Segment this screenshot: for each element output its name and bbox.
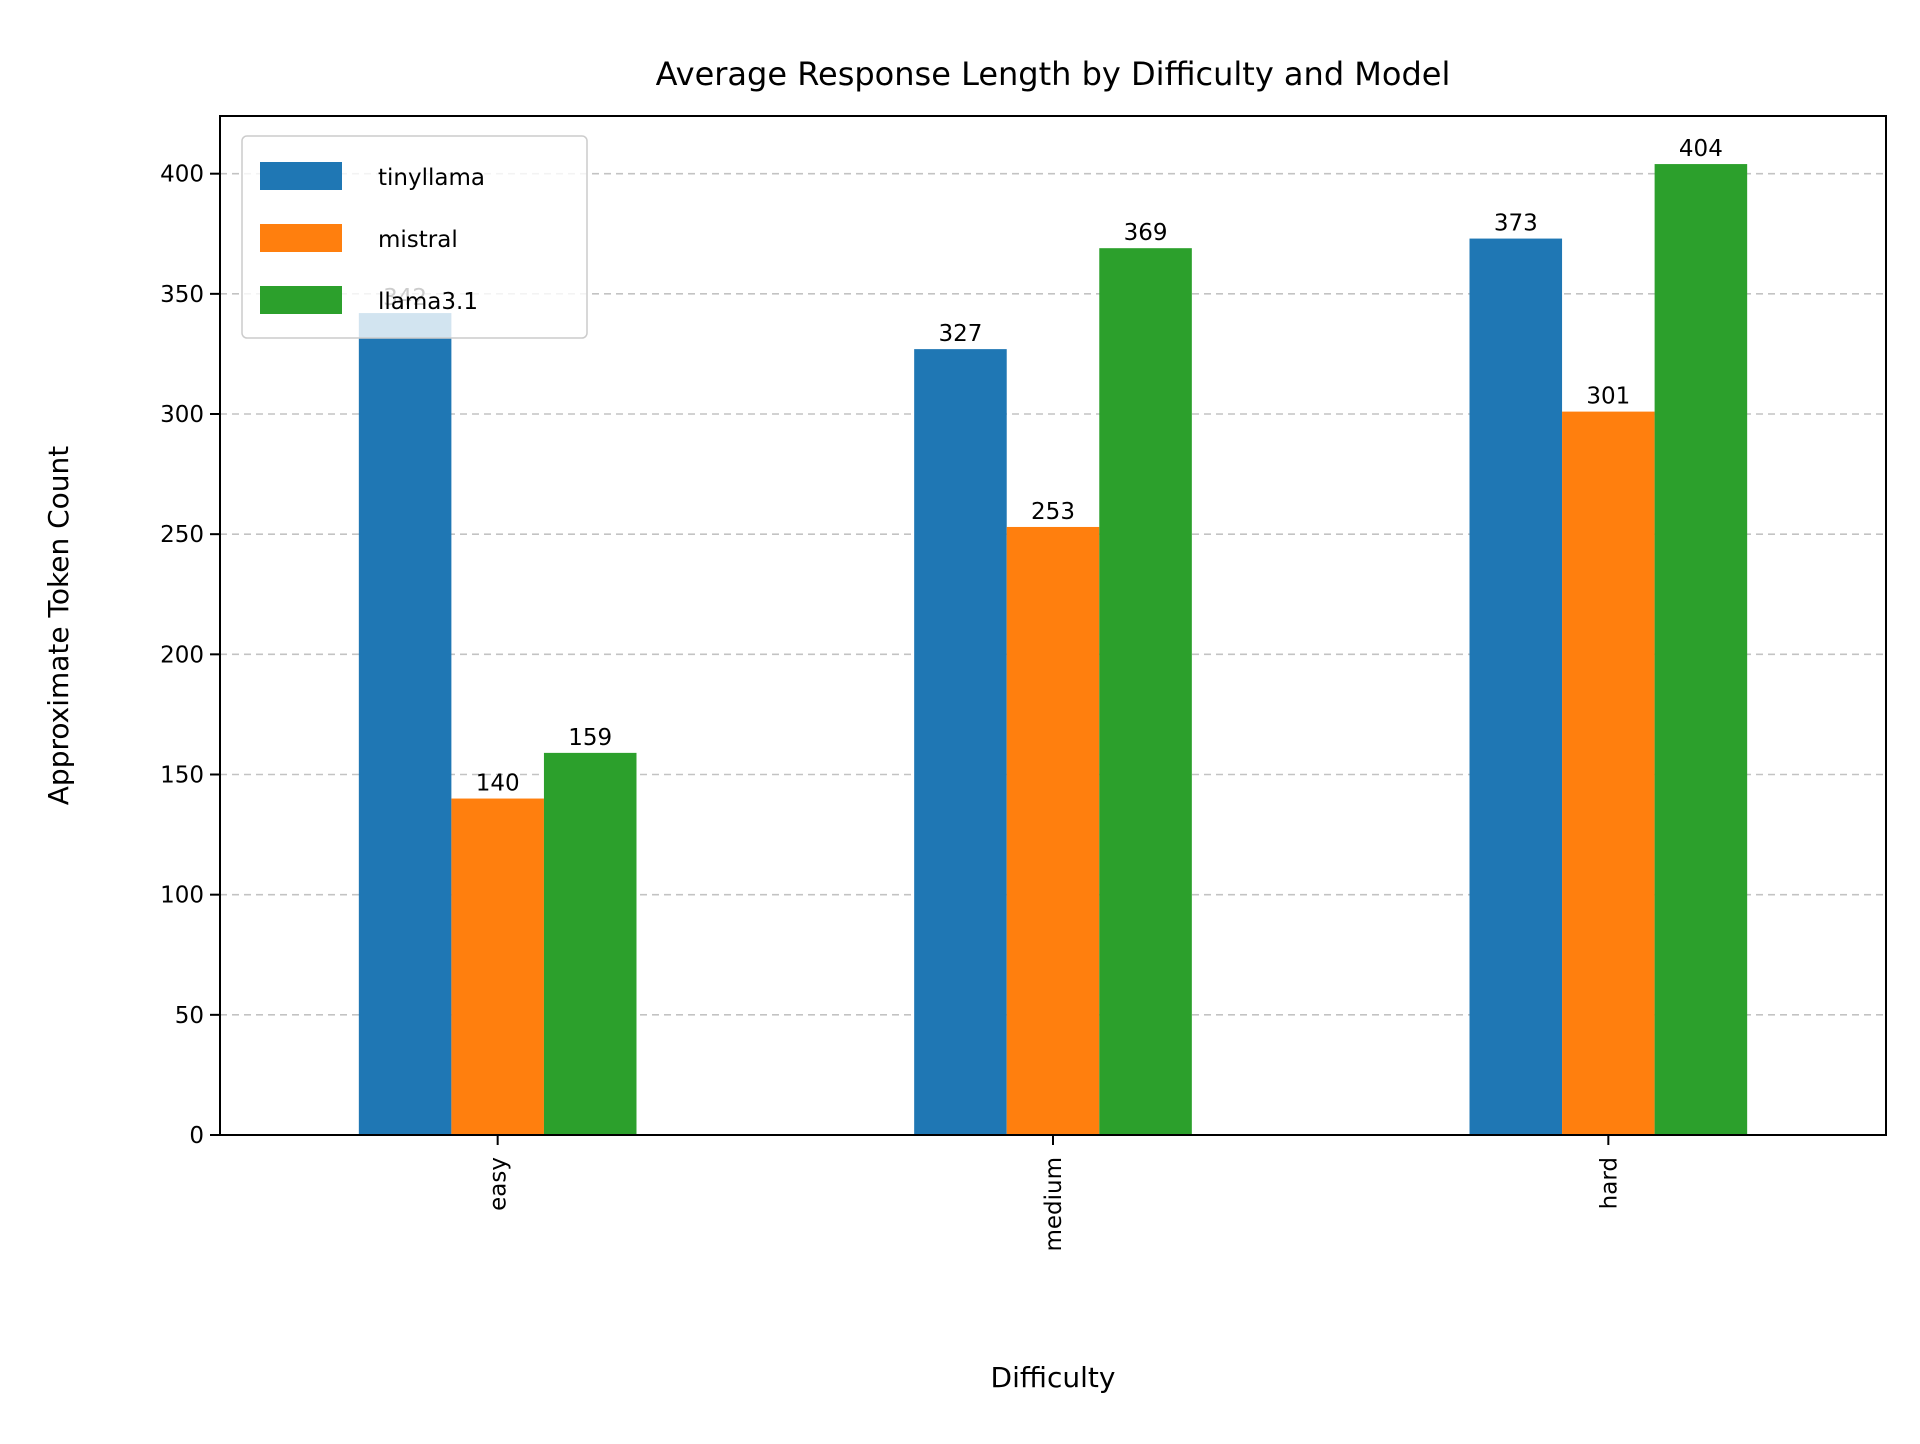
- bar-mistral-hard: [1562, 411, 1655, 1135]
- x-tick-label: easy: [486, 1157, 512, 1211]
- bars: [358, 164, 1748, 1136]
- data-label: 140: [476, 771, 520, 797]
- bar-tinyllama-medium: [914, 349, 1007, 1136]
- bar-mistral-medium: [1006, 526, 1100, 1135]
- y-tick-label: 150: [160, 763, 204, 789]
- y-tick-label: 300: [160, 402, 204, 428]
- data-label: 327: [938, 321, 982, 347]
- x-tick-label: hard: [1596, 1157, 1622, 1209]
- data-label: 253: [1031, 499, 1075, 525]
- data-label: 373: [1494, 211, 1538, 237]
- legend-swatch: [260, 224, 342, 252]
- legend-label: llama3.1: [378, 289, 478, 315]
- y-tick-label: 350: [160, 282, 204, 308]
- legend-swatch: [260, 286, 342, 314]
- y-tick-label: 50: [175, 1003, 204, 1029]
- y-tick-label: 100: [160, 883, 204, 909]
- data-label: 301: [1586, 384, 1630, 410]
- legend: tinyllama mistral llama3.1: [241, 135, 588, 339]
- bar-llama3-1-easy: [543, 752, 637, 1135]
- axes: 0 50 100 150 200 250 300 350 400 easy medium hard: [160, 162, 1622, 1252]
- data-label: 159: [568, 725, 612, 751]
- chart-title: Average Response Length by Difficulty an…: [656, 55, 1451, 93]
- x-tick-label: medium: [1041, 1157, 1067, 1252]
- data-label: 369: [1124, 220, 1168, 246]
- bar-tinyllama-hard: [1469, 238, 1563, 1136]
- bar-tinyllama-easy: [358, 313, 452, 1135]
- y-axis-label: Approximate Token Count: [42, 446, 75, 805]
- x-axis-label: Difficulty: [991, 1361, 1116, 1394]
- bar-mistral-easy: [451, 798, 544, 1135]
- y-tick-label: 200: [160, 642, 204, 668]
- legend-swatch: [260, 162, 342, 190]
- data-label: 404: [1679, 136, 1723, 162]
- legend-label: tinyllama: [378, 165, 485, 191]
- y-tick-label: 400: [160, 162, 204, 188]
- bar-llama3-1-medium: [1099, 248, 1192, 1135]
- y-tick-label: 250: [160, 522, 204, 548]
- legend-label: mistral: [378, 227, 458, 253]
- bar-llama3-1-hard: [1654, 164, 1748, 1135]
- y-tick-label: 0: [189, 1123, 204, 1149]
